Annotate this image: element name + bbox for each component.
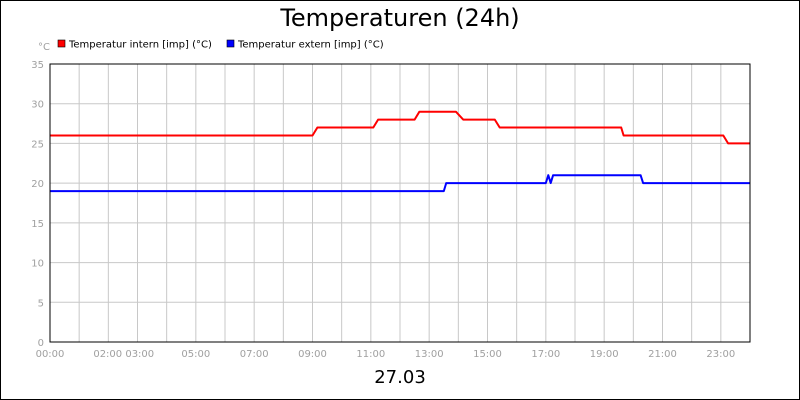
x-tick-label: 05:00 <box>181 349 210 360</box>
legend-swatch-2 <box>226 39 235 48</box>
x-tick-label: 19:00 <box>590 349 619 360</box>
y-tick-label: 35 <box>31 60 44 71</box>
legend: Temperatur intern [imp] (°C) Temperatur e… <box>57 39 384 51</box>
x-tick-label: 11:00 <box>356 349 385 360</box>
x-tick-label: 07:00 <box>240 349 269 360</box>
y-tick-label: 25 <box>31 139 44 150</box>
plot-border <box>49 63 751 343</box>
x-axis-caption: 27.03 <box>374 367 426 388</box>
axis-ticks: 0 5 10 15 20 25 30 35 00:00 02:00 03:00 05:00 07:00… <box>31 60 735 360</box>
y-tick-label: 0 <box>38 338 44 349</box>
y-tick-label: 15 <box>31 219 44 230</box>
legend-swatch-1 <box>57 39 66 48</box>
x-tick-label: 13:00 <box>415 349 444 360</box>
x-tick-label: 21:00 <box>648 349 677 360</box>
x-tick-label: 17:00 <box>531 349 560 360</box>
x-tick-label: 23:00 <box>706 349 735 360</box>
y-tick-label: 20 <box>31 179 44 190</box>
y-axis-unit-label: °C <box>38 42 50 53</box>
x-tick-label: 15:00 <box>473 349 502 360</box>
chart-title: Temperaturen (24h) <box>280 4 520 32</box>
series-lines <box>50 110 750 193</box>
legend-label-2: Temperatur extern [imp] (°C) <box>237 40 384 51</box>
y-tick-label: 5 <box>38 298 44 309</box>
series-line-2 <box>50 174 750 193</box>
series-line-1 <box>50 110 750 145</box>
x-tick-label: 00:00 <box>36 349 65 360</box>
x-tick-label: 09:00 <box>298 349 327 360</box>
legend-label-1: Temperatur intern [imp] (°C) <box>68 40 212 51</box>
x-tick-label: 02:00 03:00 <box>93 349 154 360</box>
y-tick-label: 10 <box>31 259 44 270</box>
y-tick-label: 30 <box>31 100 44 111</box>
